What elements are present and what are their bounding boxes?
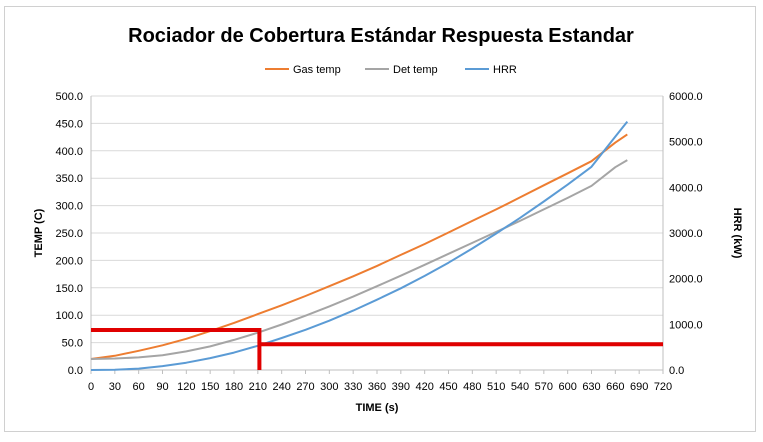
x-tick-label: 210: [249, 381, 267, 393]
x-tick-label: 540: [511, 381, 529, 393]
y-tick-label: 400.0: [55, 146, 83, 158]
y2-axis-title: HRR (kW): [731, 208, 743, 259]
x-tick-label: 300: [320, 381, 338, 393]
x-tick-label: 570: [535, 381, 553, 393]
y-tick-label: 250.0: [55, 228, 83, 240]
x-tick-label: 630: [582, 381, 600, 393]
x-tick-label: 480: [463, 381, 481, 393]
legend-label-det-temp: Det temp: [393, 64, 438, 76]
x-tick-label: 690: [630, 381, 648, 393]
x-tick-label: 90: [156, 381, 168, 393]
y-tick-label: 300.0: [55, 201, 83, 213]
legend: Gas temp Det temp HRR: [265, 64, 517, 76]
y-axis-title: TEMP (C): [33, 208, 45, 257]
axes: [90, 96, 664, 374]
x-tick-label: 60: [133, 381, 145, 393]
y2-tick-label: 5000.0: [669, 137, 703, 149]
x-tick-label: 180: [225, 381, 243, 393]
y-tick-label: 500.0: [55, 91, 83, 103]
x-axis-title: TIME (s): [356, 402, 399, 414]
x-tick-label: 420: [415, 381, 433, 393]
gridlines: [91, 95, 663, 371]
y-tick-label: 350.0: [55, 173, 83, 185]
legend-label-hrr: HRR: [493, 64, 517, 76]
x-tick-label: 0: [88, 381, 94, 393]
x-tick-label: 360: [368, 381, 386, 393]
series-line-det-temp: [90, 159, 628, 360]
x-tick-label: 720: [654, 381, 672, 393]
x-tick-label: 390: [392, 381, 410, 393]
y-tick-label: 450.0: [55, 118, 83, 130]
x-tick-label: 600: [558, 381, 576, 393]
y2-tick-label: 2000.0: [669, 274, 703, 286]
x-tick-label: 270: [296, 381, 314, 393]
chart-title: Rociador de Cobertura Estándar Respuesta…: [128, 25, 634, 47]
annotation-layer: [91, 328, 663, 370]
x-tick-label: 450: [439, 381, 457, 393]
y-tick-label: 50.0: [62, 338, 83, 350]
y-tick-label: 150.0: [55, 283, 83, 295]
x-tick-label: 120: [177, 381, 195, 393]
series-layer: [90, 120, 629, 371]
y2-tick-label: 6000.0: [669, 91, 703, 103]
x-tick-label: 510: [487, 381, 505, 393]
y2-tick-label: 1000.0: [669, 319, 703, 331]
x-tick-label: 30: [109, 381, 121, 393]
x-tick-label: 330: [344, 381, 362, 393]
y-tick-label: 0.0: [68, 365, 83, 377]
y2-tick-label: 4000.0: [669, 182, 703, 194]
x-tick-label: 660: [606, 381, 624, 393]
series-line-gas-temp: [90, 133, 628, 360]
y-tick-label: 200.0: [55, 255, 83, 267]
tick-labels: 0.050.0100.0150.0200.0250.0300.0350.0400…: [55, 91, 702, 393]
chart-frame: [4, 6, 756, 432]
legend-label-gas-temp: Gas temp: [293, 64, 341, 76]
x-tick-label: 240: [272, 381, 290, 393]
y2-tick-label: 3000.0: [669, 228, 703, 240]
y2-tick-label: 0.0: [669, 365, 684, 377]
series-line-hrr: [90, 120, 629, 371]
y-tick-label: 100.0: [55, 310, 83, 322]
x-tick-label: 150: [201, 381, 219, 393]
annotation-step-line-0: [91, 328, 663, 370]
